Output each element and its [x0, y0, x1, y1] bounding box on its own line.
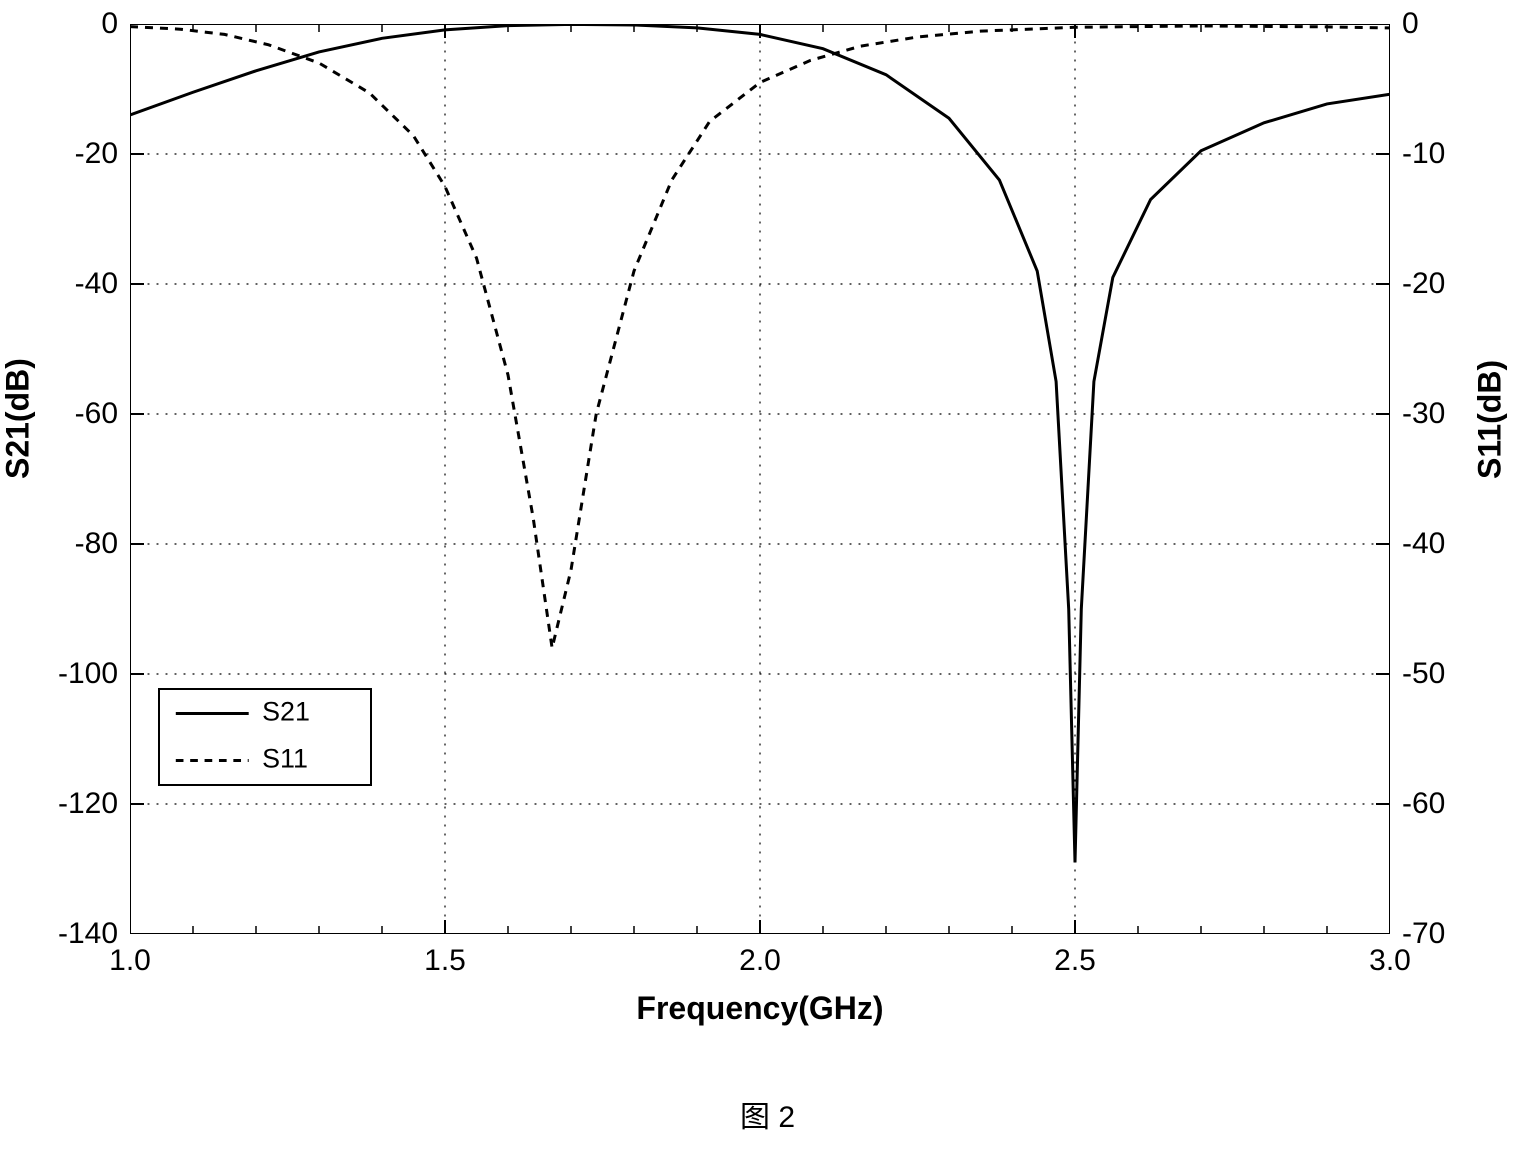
x-tick-label: 2.5 — [1054, 944, 1096, 978]
y-left-tick-label: -100 — [58, 657, 118, 691]
y-right-tick-label: -30 — [1402, 397, 1445, 431]
y-left-tick-label: 0 — [101, 7, 118, 41]
x-axis-label: Frequency(GHz) — [636, 990, 883, 1027]
y-right-tick-label: -20 — [1402, 267, 1445, 301]
y-left-tick-label: -140 — [58, 917, 118, 951]
plot-area — [130, 24, 1390, 934]
y-right-tick-label: 0 — [1402, 7, 1419, 41]
y-left-tick-label: -60 — [75, 397, 118, 431]
legend-svg: S21 S11 — [160, 690, 370, 784]
legend: S21 S11 — [158, 688, 372, 786]
y-right-tick-label: -60 — [1402, 787, 1445, 821]
y-right-axis-label: S11(dB) — [1472, 360, 1509, 479]
y-right-tick-label: -40 — [1402, 527, 1445, 561]
y-right-tick-label: -70 — [1402, 917, 1445, 951]
x-tick-label: 1.5 — [424, 944, 466, 978]
y-right-tick-label: -50 — [1402, 657, 1445, 691]
figure-page: Frequency(GHz) S21(dB) S11(dB) 图 2 S21 S1… — [0, 0, 1535, 1161]
y-left-tick-label: -80 — [75, 527, 118, 561]
legend-item-label: S21 — [262, 697, 310, 727]
figure-caption: 图 2 — [740, 1092, 795, 1136]
x-tick-label: 2.0 — [739, 944, 781, 978]
y-right-tick-label: -10 — [1402, 137, 1445, 171]
y-left-tick-label: -40 — [75, 267, 118, 301]
plot-svg — [130, 24, 1390, 934]
y-left-tick-label: -120 — [58, 787, 118, 821]
y-left-axis-label: S21(dB) — [0, 358, 37, 479]
y-left-tick-label: -20 — [75, 137, 118, 171]
legend-item-label: S11 — [262, 744, 308, 774]
